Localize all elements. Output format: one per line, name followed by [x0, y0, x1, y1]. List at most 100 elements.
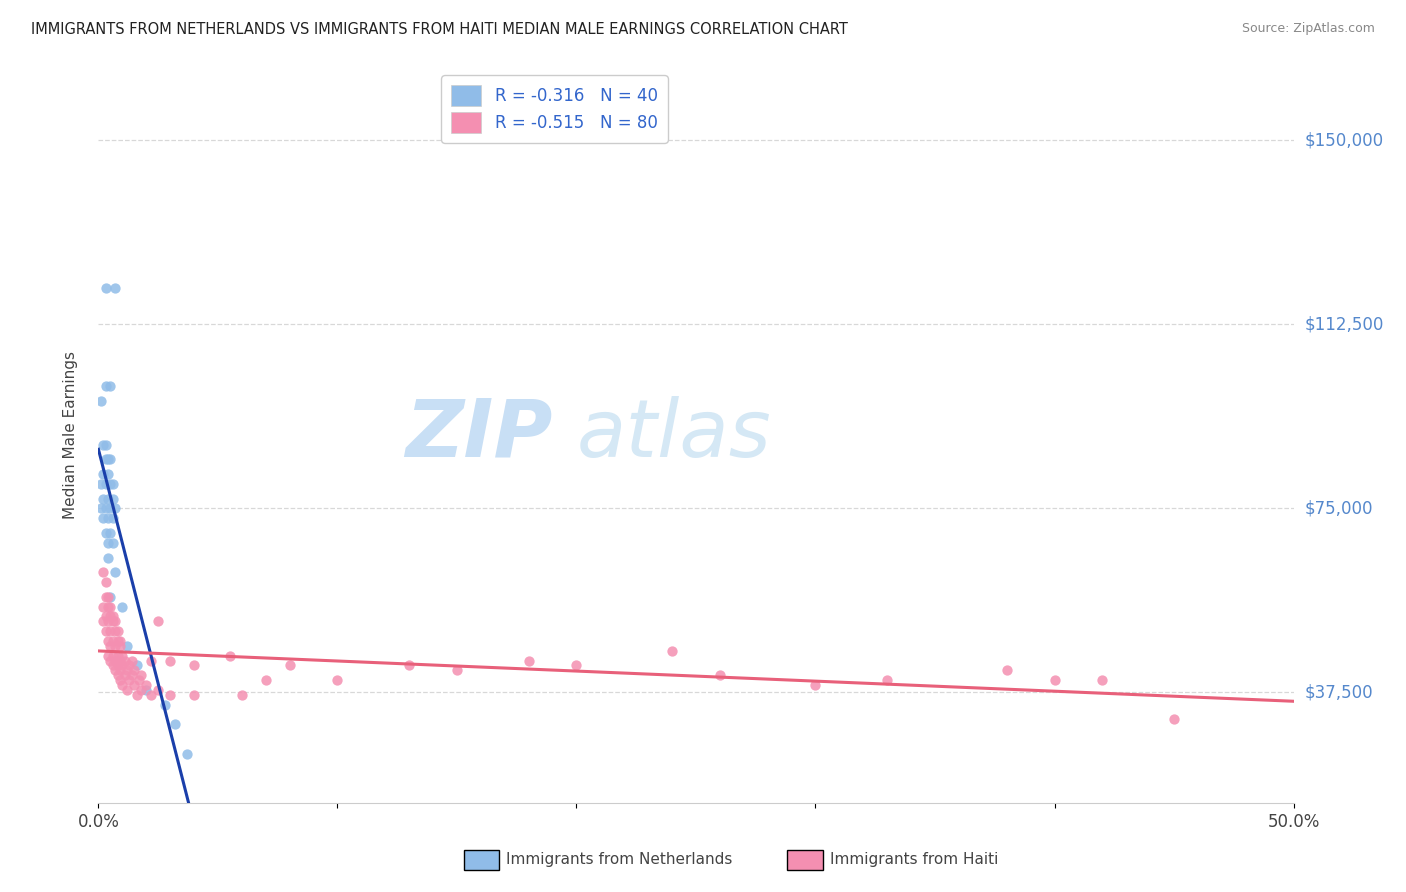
Point: [219, 648, 242, 663]
Point: [709, 668, 731, 682]
Point: [104, 614, 127, 628]
Text: $37,500: $37,500: [1305, 683, 1374, 701]
Point: [114, 653, 136, 667]
Point: [111, 658, 134, 673]
Point: [104, 653, 127, 667]
Text: $112,500: $112,500: [1305, 316, 1384, 334]
Point: [278, 658, 301, 673]
Point: [254, 673, 277, 687]
Point: [94, 624, 117, 639]
Point: [124, 664, 146, 678]
Point: [121, 668, 143, 682]
Point: [101, 476, 124, 491]
Point: [98, 653, 122, 667]
Point: [91, 467, 114, 482]
Point: [98, 609, 122, 624]
Point: [104, 501, 127, 516]
Point: [108, 639, 131, 653]
Point: [111, 599, 134, 614]
Point: [104, 639, 127, 653]
Text: Immigrants from Haiti: Immigrants from Haiti: [830, 853, 998, 867]
Point: [97, 550, 120, 565]
Point: [517, 653, 540, 667]
Point: [661, 644, 683, 658]
Point: [108, 664, 131, 678]
Point: [97, 599, 120, 614]
Point: [91, 566, 114, 580]
Y-axis label: Median Male Earnings: Median Male Earnings: [63, 351, 77, 519]
Point: [97, 452, 120, 467]
Point: [101, 491, 124, 506]
Point: [104, 566, 127, 580]
Point: [231, 688, 253, 702]
Point: [98, 378, 122, 392]
Point: [90, 501, 112, 516]
Text: Immigrants from Netherlands: Immigrants from Netherlands: [506, 853, 733, 867]
Point: [183, 658, 205, 673]
Point: [97, 535, 120, 549]
Point: [108, 653, 131, 667]
Point: [118, 658, 141, 673]
Point: [111, 648, 134, 663]
Point: [101, 614, 124, 628]
Point: [115, 639, 138, 653]
Point: [94, 590, 117, 604]
Point: [94, 476, 117, 491]
Text: $75,000: $75,000: [1305, 500, 1374, 517]
Text: Source: ZipAtlas.com: Source: ZipAtlas.com: [1241, 22, 1375, 36]
Point: [876, 673, 898, 687]
Point: [94, 437, 117, 451]
Point: [94, 281, 117, 295]
Point: [101, 648, 124, 663]
Point: [101, 535, 124, 549]
Point: [115, 683, 138, 698]
Point: [111, 678, 134, 692]
Point: [148, 614, 170, 628]
Point: [446, 664, 468, 678]
Point: [107, 648, 129, 663]
Point: [94, 525, 117, 540]
Point: [101, 633, 124, 648]
Point: [91, 491, 114, 506]
Point: [91, 614, 114, 628]
Legend: R = -0.316   N = 40, R = -0.515   N = 80: R = -0.316 N = 40, R = -0.515 N = 80: [441, 75, 668, 143]
Point: [1163, 712, 1185, 726]
Point: [98, 590, 122, 604]
Point: [326, 673, 349, 687]
Point: [131, 668, 153, 682]
Point: [104, 281, 127, 295]
Point: [108, 673, 131, 687]
Point: [97, 467, 120, 482]
Point: [128, 673, 150, 687]
Point: [125, 658, 148, 673]
Point: [90, 393, 112, 408]
Point: [97, 511, 120, 525]
Point: [101, 658, 124, 673]
Point: [97, 633, 120, 648]
Point: [107, 633, 129, 648]
Point: [94, 452, 117, 467]
Point: [101, 609, 124, 624]
Point: [125, 688, 148, 702]
Point: [91, 511, 114, 525]
Point: [155, 698, 177, 712]
Point: [98, 452, 122, 467]
Point: [98, 525, 122, 540]
Point: [163, 717, 186, 731]
Point: [565, 658, 588, 673]
Point: [107, 624, 129, 639]
Point: [97, 648, 120, 663]
Point: [148, 683, 170, 698]
Point: [176, 747, 198, 761]
Point: [107, 668, 129, 682]
Point: [115, 664, 138, 678]
Point: [804, 678, 827, 692]
Point: [107, 658, 129, 673]
Point: [98, 624, 122, 639]
Point: [139, 653, 162, 667]
Point: [98, 501, 122, 516]
Point: [131, 683, 153, 698]
Point: [139, 688, 162, 702]
Point: [118, 673, 141, 687]
Point: [104, 664, 127, 678]
